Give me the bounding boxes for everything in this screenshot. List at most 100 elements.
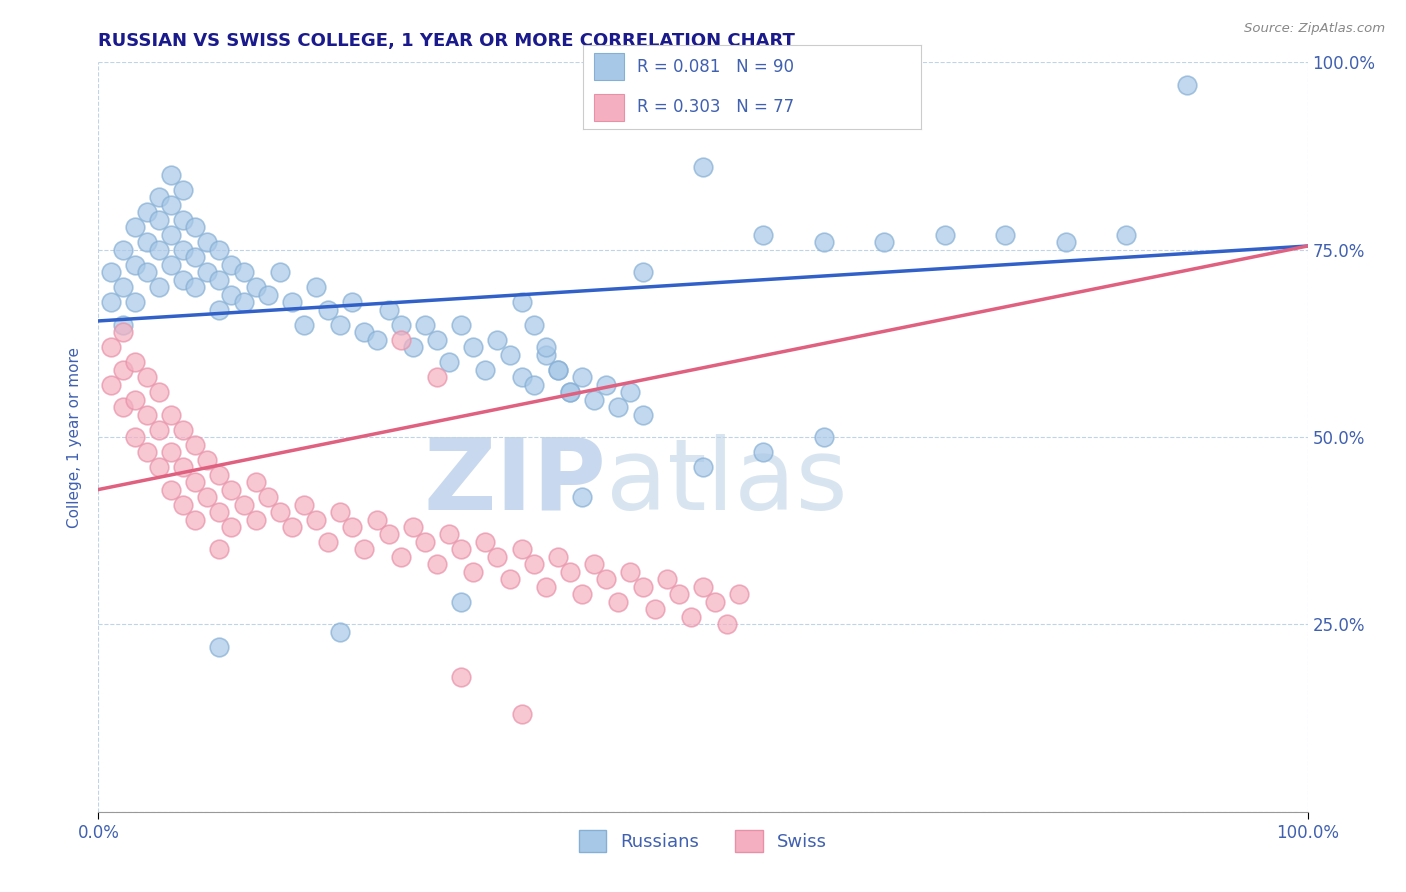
Point <box>523 377 546 392</box>
Point <box>558 565 581 579</box>
Point <box>232 265 254 279</box>
Point <box>547 362 569 376</box>
Point <box>111 318 134 332</box>
Point <box>474 535 496 549</box>
Point <box>571 490 593 504</box>
Point <box>1175 78 1198 92</box>
Point <box>281 520 304 534</box>
Point <box>316 535 339 549</box>
Point <box>450 542 472 557</box>
Point <box>184 475 207 489</box>
Point <box>498 573 520 587</box>
Point <box>353 325 375 339</box>
Point <box>111 400 134 414</box>
Point <box>631 580 654 594</box>
Point <box>160 168 183 182</box>
Point <box>437 355 460 369</box>
Point <box>413 535 436 549</box>
Point <box>195 265 218 279</box>
Point <box>208 302 231 317</box>
Point <box>510 370 533 384</box>
Point <box>172 273 194 287</box>
Text: ZIP: ZIP <box>423 434 606 531</box>
Point <box>269 265 291 279</box>
Point <box>631 408 654 422</box>
Point <box>208 243 231 257</box>
Point <box>486 333 509 347</box>
Point <box>463 565 485 579</box>
Point <box>208 467 231 482</box>
Point <box>148 460 170 475</box>
Point <box>292 498 315 512</box>
Point <box>413 318 436 332</box>
Point <box>111 362 134 376</box>
Point <box>692 460 714 475</box>
Point <box>342 295 364 310</box>
Point <box>245 280 267 294</box>
Point <box>873 235 896 250</box>
Point <box>135 235 157 250</box>
Point <box>655 573 678 587</box>
Point <box>498 348 520 362</box>
Point <box>245 512 267 526</box>
Point <box>934 227 956 242</box>
Point <box>450 670 472 684</box>
Point <box>184 250 207 264</box>
FancyBboxPatch shape <box>593 54 624 80</box>
Point <box>148 423 170 437</box>
Point <box>426 370 449 384</box>
Point <box>221 287 243 301</box>
Point <box>195 452 218 467</box>
Point <box>583 558 606 572</box>
Point <box>377 302 399 317</box>
Point <box>366 333 388 347</box>
Point <box>124 430 146 444</box>
Text: R = 0.303   N = 77: R = 0.303 N = 77 <box>637 98 794 116</box>
Point <box>124 295 146 310</box>
Point <box>389 333 412 347</box>
Point <box>716 617 738 632</box>
Point <box>245 475 267 489</box>
Point <box>221 258 243 272</box>
Point <box>389 549 412 564</box>
Point <box>208 542 231 557</box>
Point <box>208 273 231 287</box>
Point <box>184 437 207 451</box>
Point <box>547 549 569 564</box>
Point <box>486 549 509 564</box>
Point <box>124 258 146 272</box>
Point <box>619 385 641 400</box>
Point <box>450 595 472 609</box>
Point <box>366 512 388 526</box>
Point <box>547 362 569 376</box>
Y-axis label: College, 1 year or more: College, 1 year or more <box>67 347 83 527</box>
Point <box>221 483 243 497</box>
Point <box>184 512 207 526</box>
Point <box>184 280 207 294</box>
Point <box>437 527 460 541</box>
Point <box>281 295 304 310</box>
Point <box>644 602 666 616</box>
Point <box>124 355 146 369</box>
Point <box>256 490 278 504</box>
Point <box>426 333 449 347</box>
Point <box>135 265 157 279</box>
Point <box>389 318 412 332</box>
Point <box>305 280 328 294</box>
Point <box>316 302 339 317</box>
Text: RUSSIAN VS SWISS COLLEGE, 1 YEAR OR MORE CORRELATION CHART: RUSSIAN VS SWISS COLLEGE, 1 YEAR OR MORE… <box>98 32 796 50</box>
Point <box>124 392 146 407</box>
Point <box>510 295 533 310</box>
Point <box>124 220 146 235</box>
Point <box>100 340 122 354</box>
Point <box>402 520 425 534</box>
Point <box>172 498 194 512</box>
Point <box>534 340 557 354</box>
Point <box>232 295 254 310</box>
Point <box>571 370 593 384</box>
Point <box>607 400 630 414</box>
Point <box>111 243 134 257</box>
Point <box>523 318 546 332</box>
Point <box>160 227 183 242</box>
Point <box>100 377 122 392</box>
